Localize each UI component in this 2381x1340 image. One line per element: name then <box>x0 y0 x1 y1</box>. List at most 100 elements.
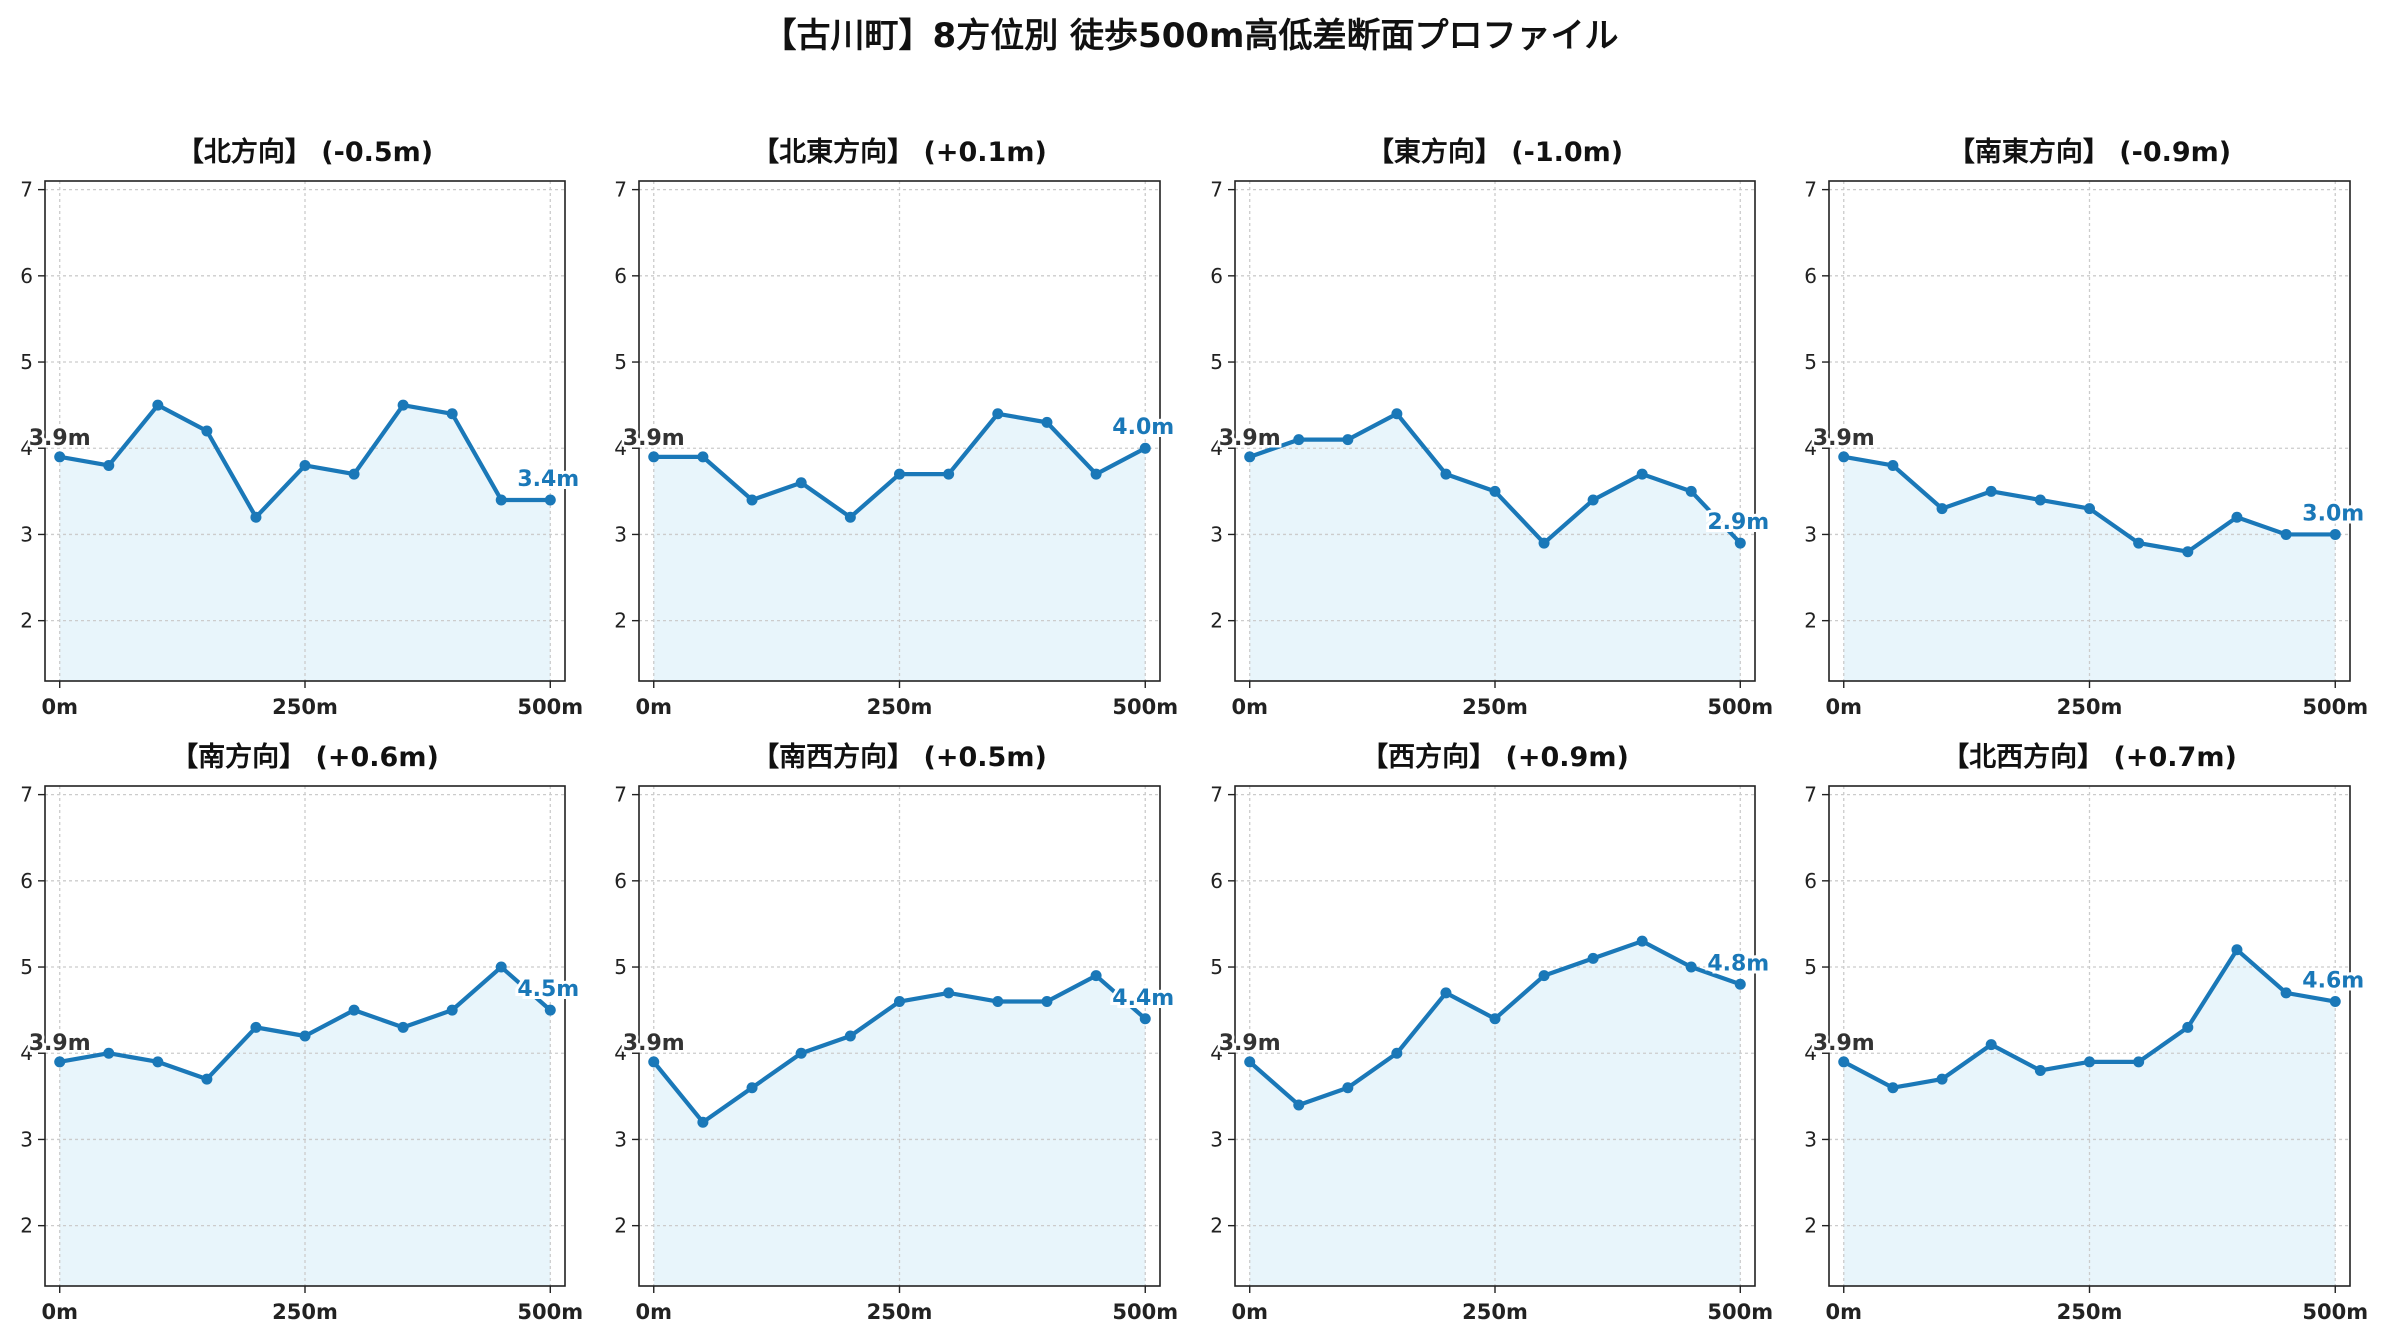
end-value-label: 4.0m <box>1112 415 1174 440</box>
data-point <box>544 1004 556 1016</box>
chart-panel-0: 【北方向】 (-0.5m) 2 3 4 5 6 7 0m 250m 500m 3.9m 3.4m <box>20 136 583 719</box>
y-tick-label: 2 <box>20 1214 33 1238</box>
data-point <box>2329 996 2341 1008</box>
y-tick-label: 4 <box>614 436 627 460</box>
x-tick-label: 500m <box>2302 1300 2368 1324</box>
x-tick-label: 0m <box>41 695 78 719</box>
x-tick-label: 0m <box>635 1300 672 1324</box>
data-point <box>1936 503 1948 515</box>
data-point <box>397 399 409 411</box>
data-point <box>103 1047 115 1059</box>
x-tick-label: 250m <box>867 1300 933 1324</box>
y-tick-label: 7 <box>1210 783 1223 807</box>
data-point <box>348 1004 360 1016</box>
data-point <box>795 1047 807 1059</box>
data-point <box>1538 970 1550 982</box>
y-tick-label: 5 <box>1210 350 1223 374</box>
end-value-label: 4.4m <box>1112 986 1174 1011</box>
data-point <box>495 494 507 506</box>
data-point <box>1538 537 1550 549</box>
data-point <box>1440 468 1452 480</box>
data-point <box>943 987 955 999</box>
x-tick-label: 250m <box>2057 1300 2123 1324</box>
data-point <box>2182 1021 2194 1033</box>
x-tick-label: 250m <box>1462 695 1528 719</box>
x-tick-label: 250m <box>1462 1300 1528 1324</box>
data-point <box>1587 952 1599 964</box>
y-tick-label: 4 <box>20 436 33 460</box>
y-tick-label: 3 <box>20 1127 33 1151</box>
y-tick-label: 5 <box>20 350 33 374</box>
x-tick-label: 250m <box>867 695 933 719</box>
data-point <box>648 1056 660 1068</box>
data-point <box>943 468 955 480</box>
y-tick-label: 6 <box>1210 869 1223 893</box>
y-tick-label: 3 <box>1210 1127 1223 1151</box>
x-tick-label: 500m <box>1707 1300 1773 1324</box>
y-tick-label: 3 <box>1804 1127 1817 1151</box>
data-point <box>152 1056 164 1068</box>
data-point <box>2133 1056 2145 1068</box>
x-tick-label: 0m <box>1231 695 1268 719</box>
y-tick-label: 2 <box>614 609 627 633</box>
chart-title: 【南西方向】 (+0.5m) <box>752 741 1047 773</box>
start-value-label: 3.9m <box>1813 1031 1875 1056</box>
data-point <box>1041 416 1053 428</box>
x-tick-label: 500m <box>517 695 583 719</box>
data-point <box>697 451 709 463</box>
end-value-label: 4.6m <box>2302 969 2364 994</box>
figure-title: 【古川町】8方位別 徒歩500m高低差断面プロファイル <box>762 16 1619 56</box>
x-tick-label: 0m <box>1231 1300 1268 1324</box>
data-point <box>844 511 856 523</box>
start-value-label: 3.9m <box>1219 1031 1281 1056</box>
y-tick-label: 2 <box>20 609 33 633</box>
data-point <box>1342 1082 1354 1094</box>
data-point <box>894 996 905 1008</box>
y-tick-label: 6 <box>20 869 33 893</box>
data-point <box>397 1021 409 1033</box>
data-point <box>54 1056 66 1068</box>
x-tick-label: 0m <box>1825 695 1862 719</box>
y-tick-label: 2 <box>1804 609 1817 633</box>
data-point <box>2034 494 2046 506</box>
y-tick-label: 4 <box>1804 436 1817 460</box>
y-tick-label: 4 <box>614 1041 627 1065</box>
data-point <box>1636 468 1648 480</box>
end-value-label: 4.5m <box>517 977 579 1002</box>
data-point <box>1685 485 1697 497</box>
data-point <box>1489 485 1501 497</box>
data-point <box>992 408 1004 420</box>
start-value-label: 3.9m <box>1813 426 1875 451</box>
chart-panel-1: 【北東方向】 (+0.1m) 2 3 4 5 6 7 0m 250m 500m 3.9m 4.0m <box>614 136 1178 719</box>
data-point <box>1838 1056 1850 1068</box>
data-point <box>201 1073 213 1085</box>
data-point <box>1090 970 1102 982</box>
y-tick-label: 4 <box>1210 1041 1223 1065</box>
data-point <box>795 477 807 489</box>
data-point <box>992 996 1004 1008</box>
data-point <box>844 1030 856 1042</box>
y-tick-label: 7 <box>614 783 627 807</box>
x-tick-label: 500m <box>1112 1300 1178 1324</box>
chart-title: 【北東方向】 (+0.1m) <box>752 136 1047 168</box>
data-point <box>2231 511 2243 523</box>
data-point <box>201 425 213 437</box>
data-point <box>1887 1082 1899 1094</box>
y-tick-label: 5 <box>1804 955 1817 979</box>
y-tick-label: 6 <box>20 264 33 288</box>
data-point <box>1139 1013 1151 1025</box>
data-point <box>1887 459 1899 471</box>
chart-panel-5: 【南西方向】 (+0.5m) 2 3 4 5 6 7 0m 250m 500m 3.9m 4.4m <box>614 741 1178 1324</box>
chart-panel-3: 【南東方向】 (-0.9m) 2 3 4 5 6 7 0m 250m 500m 3.9m 3.0m <box>1804 136 2368 719</box>
x-tick-label: 250m <box>272 695 338 719</box>
y-tick-label: 5 <box>1210 955 1223 979</box>
start-value-label: 3.9m <box>623 426 685 451</box>
data-point <box>1342 434 1354 446</box>
data-point <box>250 1021 262 1033</box>
y-tick-label: 6 <box>1804 869 1817 893</box>
data-point <box>894 468 905 480</box>
data-point <box>2034 1064 2046 1076</box>
y-tick-label: 3 <box>614 1127 627 1151</box>
x-tick-label: 250m <box>2057 695 2123 719</box>
